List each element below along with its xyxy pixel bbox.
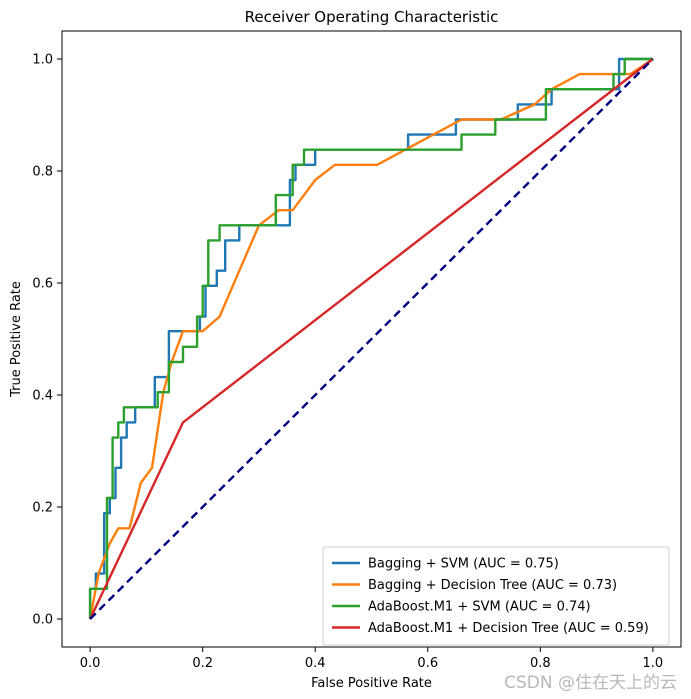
y-tick-label: 0.8 [32, 165, 53, 180]
legend-label: Bagging + SVM (AUC = 0.75) [368, 557, 559, 572]
roc-series-3 [89, 58, 654, 620]
watermark: CSDN @住在天上的云 [504, 673, 677, 693]
legend-label: AdaBoost.M1 + SVM (AUC = 0.74) [368, 600, 591, 615]
roc-series-2 [88, 57, 653, 619]
legend-label: Bagging + Decision Tree (AUC = 0.73) [368, 578, 617, 593]
y-tick-label: 0.6 [32, 277, 53, 292]
axis-ticks: 0.0 0.2 0.4 0.6 0.8 1.0 0.0 0.2 0.4 0.6 0.8 1.0 [32, 53, 663, 672]
y-axis-label: True Positive Rate [9, 281, 24, 398]
x-tick-label: 0.2 [192, 656, 213, 671]
y-tick-label: 0.0 [32, 613, 53, 628]
y-tick-label: 0.4 [32, 389, 53, 404]
y-tick-label: 0.2 [32, 501, 53, 516]
x-tick-label: 0.4 [305, 656, 326, 671]
roc-series-0 [88, 57, 653, 619]
chance-diagonal-line [89, 58, 654, 620]
y-tick-label: 1.0 [32, 53, 53, 68]
roc-series-1 [88, 58, 654, 620]
x-tick-label: 1.0 [643, 656, 664, 671]
legend-box [322, 546, 670, 646]
plot-frame [61, 30, 682, 648]
legend: Bagging + SVM (AUC = 0.75) Bagging + Deci… [322, 546, 670, 646]
series-layer [88, 57, 654, 620]
legend-label: AdaBoost.M1 + Decision Tree (AUC = 0.59) [368, 621, 649, 636]
x-tick-label: 0.0 [80, 656, 101, 671]
x-tick-label: 0.8 [530, 656, 551, 671]
x-tick-label: 0.6 [417, 656, 438, 671]
x-axis-label: False Positive Rate [311, 676, 432, 691]
chart-title: Receiver Operating Characteristic [245, 8, 499, 26]
